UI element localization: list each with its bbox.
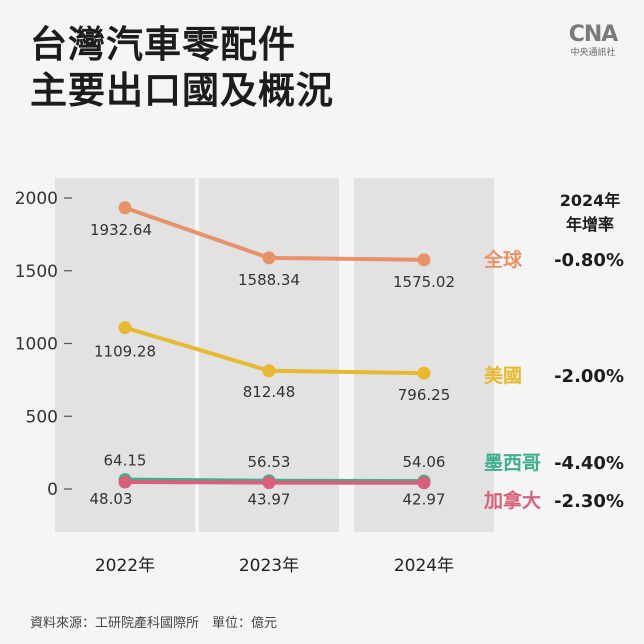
source-label: 資料來源：工研院產科國際所 單位：億元: [30, 616, 278, 631]
x-tick-label-2: 2023年: [239, 556, 299, 576]
logo-text: 中央通訊社: [570, 48, 616, 58]
y-tick-label-2000: 2000: [15, 189, 58, 209]
legend-name-canada: 加拿大: [483, 489, 541, 512]
cna-logo: CNA 中央通訊社: [560, 22, 626, 58]
x-tick-label-3: 2024年: [394, 556, 454, 576]
legend-name-global: 全球: [483, 248, 523, 271]
logo-mark: CNA: [568, 22, 619, 47]
rate-header-line-2: 年增率: [566, 215, 614, 234]
data-point-global-2: [262, 251, 276, 265]
data-point-canada-2: [262, 476, 276, 490]
title-line-1: 台灣汽車零配件: [30, 23, 296, 66]
column-band-3: [354, 178, 494, 532]
data-label-canada-3: 42.97: [403, 491, 446, 509]
column-band-1: [55, 178, 195, 532]
data-label-canada-1: 48.03: [90, 490, 133, 508]
y-tick-label-500: 500: [26, 407, 58, 427]
data-label-global-1: 1932.64: [90, 221, 152, 239]
data-label-usa-3: 796.25: [398, 386, 451, 404]
title-line-2: 主要出口國及概況: [30, 69, 334, 112]
data-label-usa-1: 1109.28: [94, 343, 156, 361]
data-point-usa-1: [118, 321, 132, 335]
data-point-global-3: [417, 253, 431, 267]
x-tick-label-1: 2022年: [95, 556, 155, 576]
growth-rate-mexico: -4.40%: [554, 453, 624, 474]
data-point-canada-3: [417, 476, 431, 490]
legend-name-usa: 美國: [484, 364, 522, 387]
growth-rate-usa: -2.00%: [554, 366, 624, 387]
data-point-usa-3: [417, 366, 431, 380]
data-label-global-3: 1575.02: [393, 273, 455, 291]
growth-rate-global: -0.80%: [554, 250, 624, 271]
y-tick-label-1500: 1500: [15, 262, 58, 282]
legend-name-mexico: 墨西哥: [484, 452, 541, 474]
growth-rate-canada: -2.30%: [554, 491, 624, 512]
page-title: 台灣汽車零配件 主要出口國及概況: [30, 22, 334, 114]
y-tick-label-0: 0: [47, 480, 58, 500]
data-label-mexico-3: 54.06: [403, 453, 446, 471]
data-label-mexico-1: 64.15: [104, 452, 147, 470]
data-point-usa-2: [262, 364, 276, 378]
y-tick-label-1000: 1000: [15, 335, 58, 355]
data-label-usa-2: 812.48: [243, 383, 296, 401]
data-point-canada-1: [118, 475, 132, 489]
rate-header-line-1: 2024年: [560, 191, 621, 210]
data-point-global-1: [118, 201, 132, 215]
data-label-global-2: 1588.34: [238, 271, 300, 289]
data-label-canada-2: 43.97: [248, 491, 291, 509]
data-label-mexico-2: 56.53: [248, 453, 291, 471]
